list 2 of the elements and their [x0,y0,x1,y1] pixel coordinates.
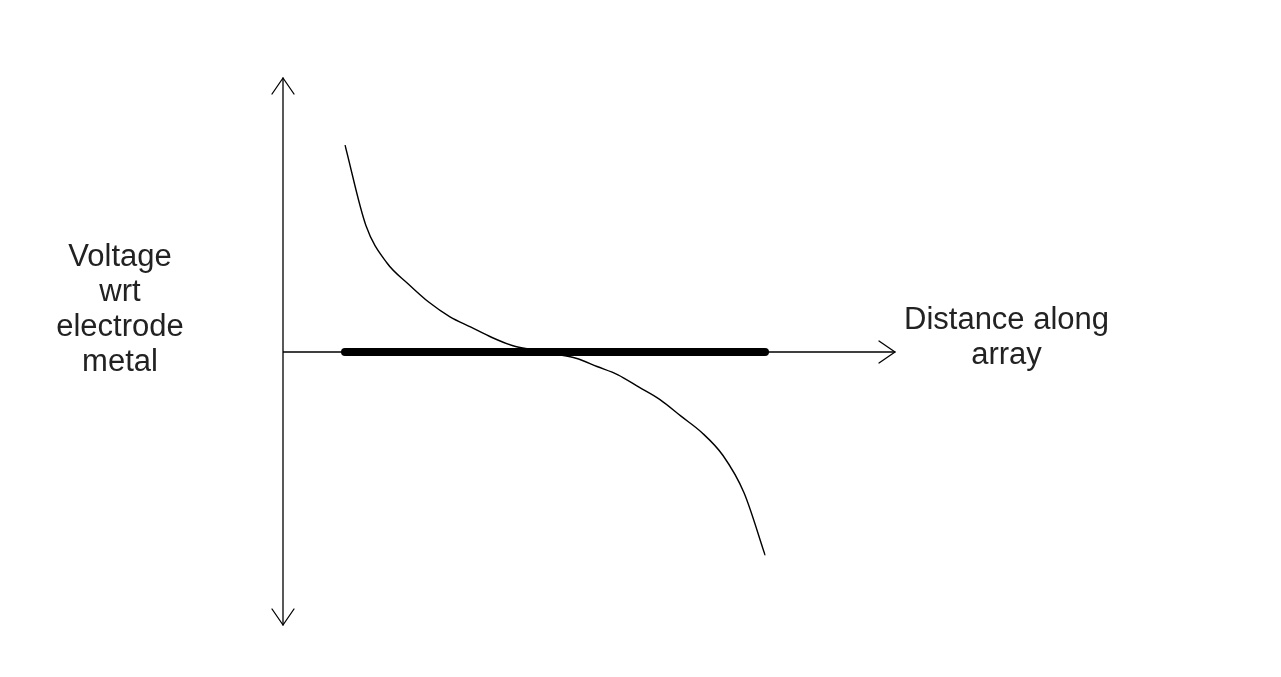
x-axis-title: Distance along array [904,301,1110,371]
y-axis-title: Voltage wrt electrode metal [55,238,185,378]
